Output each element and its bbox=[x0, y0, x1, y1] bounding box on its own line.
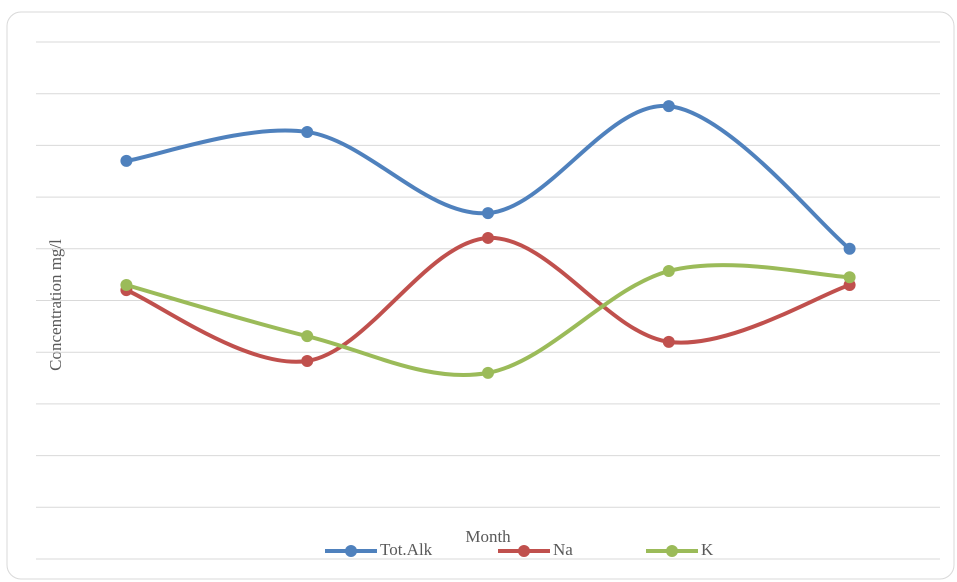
legend-marker bbox=[345, 545, 357, 557]
x-axis-label: Month bbox=[465, 527, 511, 546]
point bbox=[662, 335, 675, 348]
legend-label: Tot.Alk bbox=[380, 540, 433, 559]
legend-label: Na bbox=[553, 540, 573, 559]
point bbox=[120, 278, 133, 291]
chart-border bbox=[6, 11, 955, 580]
point bbox=[482, 207, 494, 220]
y-axis-label: Concentration mg/l bbox=[46, 239, 65, 371]
legend-label: K bbox=[701, 540, 714, 559]
legend-marker bbox=[666, 545, 678, 557]
point bbox=[482, 231, 494, 244]
point bbox=[843, 242, 856, 255]
point bbox=[301, 125, 314, 138]
point bbox=[120, 154, 133, 167]
legend-marker bbox=[518, 545, 530, 557]
point bbox=[301, 354, 314, 367]
point bbox=[843, 271, 856, 284]
point bbox=[662, 265, 675, 278]
point bbox=[482, 366, 494, 379]
point bbox=[301, 330, 314, 343]
point bbox=[662, 100, 675, 113]
